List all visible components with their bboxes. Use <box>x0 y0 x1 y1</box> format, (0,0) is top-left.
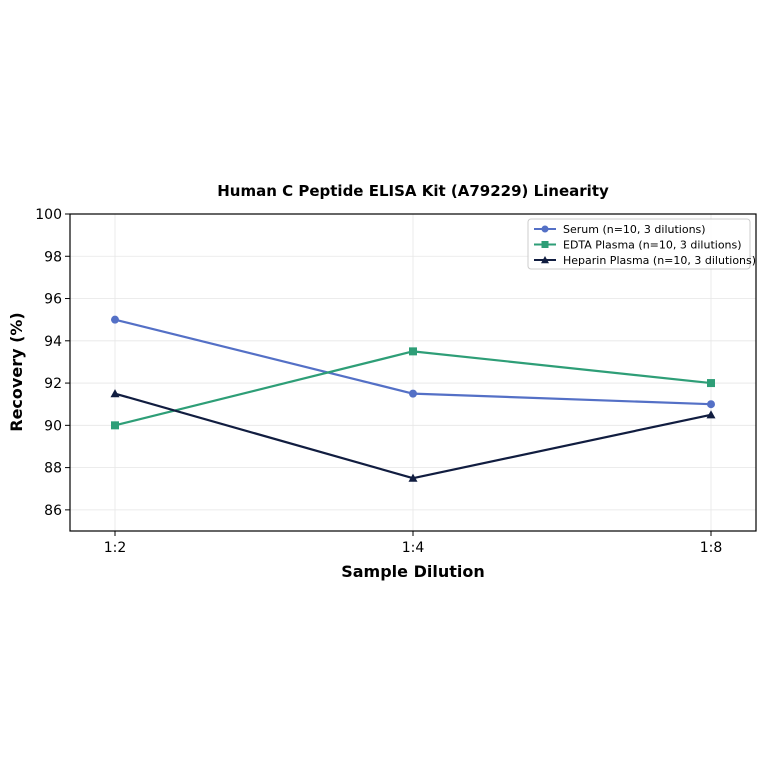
chart-title: Human C Peptide ELISA Kit (A79229) Linea… <box>217 182 609 200</box>
legend-marker <box>541 225 549 233</box>
data-point <box>408 473 418 482</box>
legend-label: Heparin Plasma (n=10, 3 dilutions) <box>563 254 756 267</box>
y-tick-label: 96 <box>44 292 62 308</box>
y-tick-label: 92 <box>44 376 62 392</box>
y-tick-label: 90 <box>44 418 62 434</box>
legend-item: Heparin Plasma (n=10, 3 dilutions) <box>534 254 756 267</box>
x-tick-label: 1:2 <box>104 540 127 556</box>
legend-box <box>527 218 751 270</box>
series-layer <box>110 315 716 482</box>
x-tick-label: 1:4 <box>402 540 425 556</box>
y-tick-label: 88 <box>44 461 62 477</box>
data-point <box>110 389 120 398</box>
y-tick-label: 100 <box>35 207 62 223</box>
y-axis: 86 88 90 92 94 96 98 100 <box>35 207 70 519</box>
data-point <box>409 347 417 356</box>
x-axis: 1:2 1:4 1:8 <box>104 531 723 556</box>
series-serum <box>111 315 715 409</box>
y-axis-title: Recovery (%) <box>7 312 26 431</box>
legend-marker <box>541 241 549 248</box>
series-edta <box>111 347 715 430</box>
y-tick-label: 94 <box>44 334 62 350</box>
legend-item: Serum (n=10, 3 dilutions) <box>534 223 706 236</box>
y-tick-label: 86 <box>44 503 62 519</box>
data-point <box>707 379 715 388</box>
y-tick-label: 98 <box>44 249 62 265</box>
legend-label: EDTA Plasma (n=10, 3 dilutions) <box>563 239 742 252</box>
data-point <box>706 410 716 419</box>
data-point <box>409 389 417 398</box>
data-point <box>111 315 119 324</box>
legend-item: EDTA Plasma (n=10, 3 dilutions) <box>534 239 742 252</box>
legend: Serum (n=10, 3 dilutions) EDTA Plasma (n=… <box>527 218 756 270</box>
series-heparin <box>110 389 716 482</box>
data-point <box>707 400 715 409</box>
legend-label: Serum (n=10, 3 dilutions) <box>563 223 706 236</box>
legend-marker <box>541 256 549 264</box>
data-point <box>111 421 119 430</box>
x-tick-label: 1:8 <box>700 540 723 556</box>
x-axis-title: Sample Dilution <box>341 562 485 581</box>
